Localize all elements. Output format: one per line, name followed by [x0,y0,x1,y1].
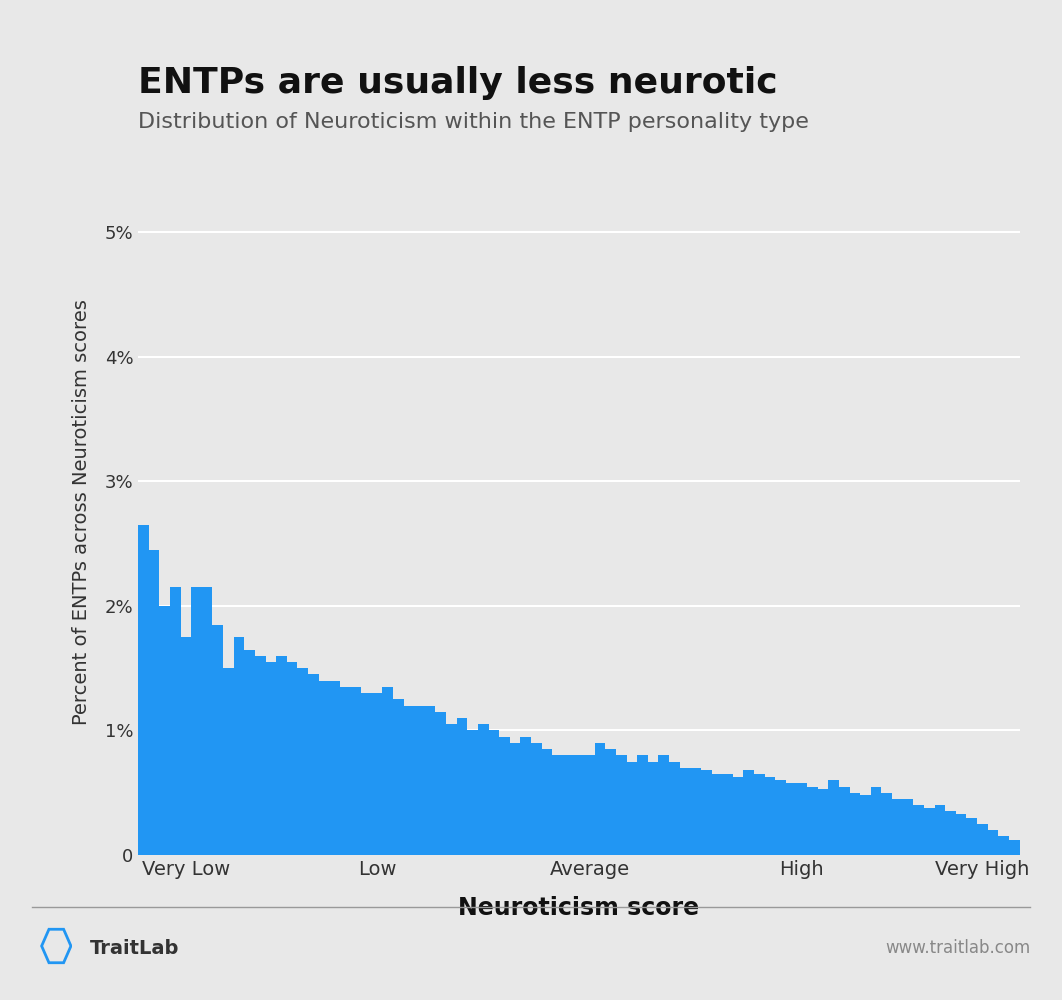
Bar [191,587,202,855]
Bar [372,693,382,855]
Bar [382,687,393,855]
Bar [956,814,966,855]
Bar [212,625,223,855]
Bar [924,808,935,855]
Text: Distribution of Neuroticism within the ENTP personality type: Distribution of Neuroticism within the E… [138,112,809,132]
Bar [276,656,287,855]
Bar [563,755,573,855]
Bar [616,755,627,855]
Bar [170,587,181,855]
Bar [457,718,467,855]
Bar [223,668,234,855]
Bar [340,687,350,855]
Bar [287,662,297,855]
Bar [595,743,605,855]
Text: TraitLab: TraitLab [90,938,179,958]
Bar [903,799,913,855]
Bar [945,811,956,855]
Bar [361,693,372,855]
Text: ENTPs are usually less neurotic: ENTPs are usually less neurotic [138,66,777,100]
Bar [775,780,786,855]
Bar [425,706,435,855]
Bar [393,699,404,855]
Bar [308,674,319,855]
Bar [828,780,839,855]
Bar [881,793,892,855]
Bar [754,774,765,855]
Bar [552,755,563,855]
Bar [786,783,796,855]
Y-axis label: Percent of ENTPs across Neuroticism scores: Percent of ENTPs across Neuroticism scor… [71,300,90,725]
Bar [234,637,244,855]
Bar [701,770,712,855]
Bar [966,818,977,855]
Bar [584,755,595,855]
Bar [1009,840,1020,855]
Bar [489,730,499,855]
Bar [255,656,266,855]
Bar [520,737,531,855]
Bar [297,668,308,855]
Bar [181,637,191,855]
Bar [913,805,924,855]
Text: www.traitlab.com: www.traitlab.com [885,939,1030,957]
Bar [743,770,754,855]
Bar [712,774,722,855]
X-axis label: Neuroticism score: Neuroticism score [458,896,700,920]
Bar [531,743,542,855]
Bar [435,712,446,855]
Bar [510,743,520,855]
Bar [658,755,669,855]
Bar [839,786,850,855]
Bar [807,786,818,855]
Bar [998,836,1009,855]
Bar [796,783,807,855]
Bar [860,795,871,855]
Bar [573,755,584,855]
Bar [478,724,489,855]
Bar [138,525,149,855]
Bar [404,706,414,855]
Bar [467,730,478,855]
Bar [446,724,457,855]
Bar [733,777,743,855]
Bar [350,687,361,855]
Bar [977,824,988,855]
Bar [850,793,860,855]
Bar [637,755,648,855]
Bar [149,550,159,855]
Bar [648,762,658,855]
Bar [892,799,903,855]
Bar [690,768,701,855]
Bar [627,762,637,855]
Bar [722,774,733,855]
Bar [499,737,510,855]
Bar [871,786,881,855]
Bar [319,681,329,855]
Bar [159,606,170,855]
Bar [202,587,212,855]
Bar [414,706,425,855]
Bar [680,768,690,855]
Bar [605,749,616,855]
Bar [542,749,552,855]
Bar [988,830,998,855]
Bar [244,650,255,855]
Bar [818,789,828,855]
Bar [935,805,945,855]
Bar [765,777,775,855]
Bar [266,662,276,855]
Bar [669,762,680,855]
Bar [329,681,340,855]
